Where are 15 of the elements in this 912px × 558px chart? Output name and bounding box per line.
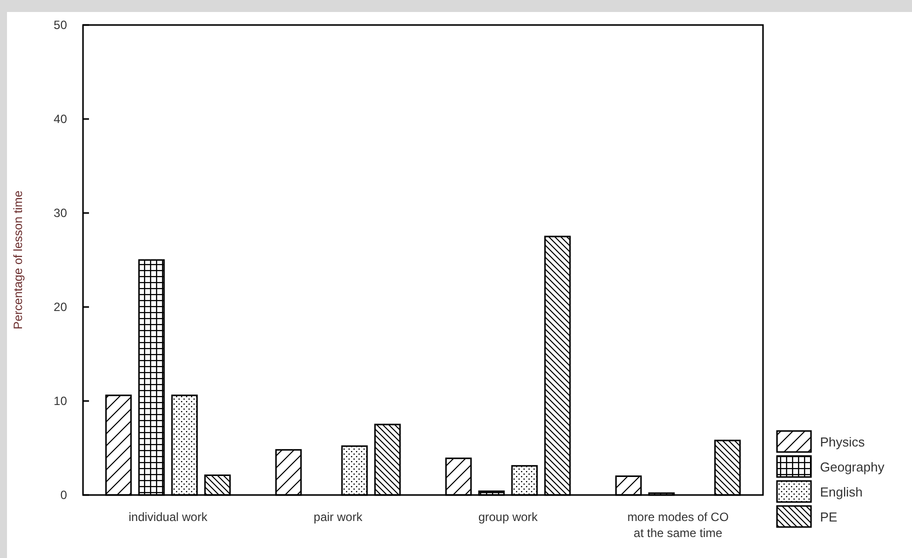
- y-tick-label: 20: [54, 300, 68, 314]
- x-tick-label: group work: [478, 510, 539, 524]
- x-tick-label: more modes of CO at the same time: [627, 510, 729, 540]
- y-axis-title: Percentage of lesson time: [11, 190, 25, 330]
- y-tick-label: 40: [54, 112, 68, 126]
- x-tick-label: individual work: [128, 510, 208, 524]
- legend-label: English: [820, 484, 863, 500]
- legend-label: Geography: [820, 460, 885, 475]
- y-tick-label: 30: [54, 206, 68, 220]
- y-tick-label: 0: [60, 488, 68, 502]
- legend-label: Physics: [820, 434, 866, 450]
- y-tick-label: 10: [54, 394, 68, 408]
- x-tick-label: pair work: [314, 510, 364, 524]
- legend-label: PE: [820, 510, 838, 525]
- y-tick-label: 50: [54, 18, 68, 32]
